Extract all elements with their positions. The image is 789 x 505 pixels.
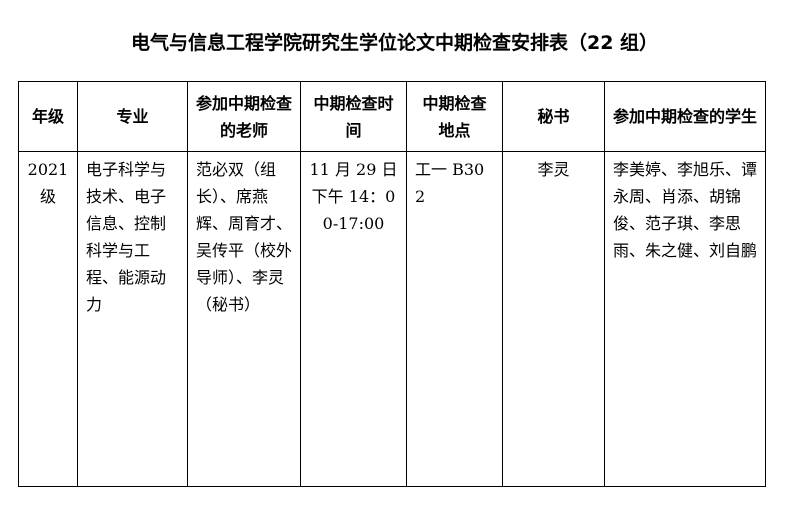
header-students: 参加中期检查的学生 [604, 81, 766, 152]
header-location: 中期检查地点 [406, 81, 503, 152]
header-major: 专业 [77, 81, 188, 152]
header-teachers: 参加中期检查的老师 [187, 81, 301, 152]
header-time: 中期检查时间 [300, 81, 407, 152]
header-secretary: 秘书 [502, 81, 605, 152]
cell-location: 工一 B302 [406, 151, 503, 487]
schedule-table: 年级 专业 参加中期检查的老师 中期检查时间 中期检查地点 秘书 参加中期检查的… [18, 81, 766, 487]
document-title: 电气与信息工程学院研究生学位论文中期检查安排表（22 组） [130, 32, 659, 54]
cell-secretary: 李灵 [502, 151, 605, 487]
cell-major: 电子科学与技术、电子信息、控制科学与工程、能源动力 [77, 151, 188, 487]
cell-time: 11 月 29 日下午 14：00-17:00 [300, 151, 407, 487]
cell-grade: 2021级 [18, 151, 78, 487]
header-row: 年级 专业 参加中期检查的老师 中期检查时间 中期检查地点 秘书 参加中期检查的… [18, 81, 766, 152]
header-grade: 年级 [18, 81, 78, 152]
cell-teachers: 范必双（组长）、席燕辉、周育才、吴传平（校外导师）、李灵（秘书） [187, 151, 301, 487]
table-row: 2021级 电子科学与技术、电子信息、控制科学与工程、能源动力 范必双（组长）、… [18, 151, 766, 487]
cell-students: 李美婷、李旭乐、谭永周、肖添、胡锦俊、范子琪、李思雨、朱之健、刘自鹏 [604, 151, 766, 487]
